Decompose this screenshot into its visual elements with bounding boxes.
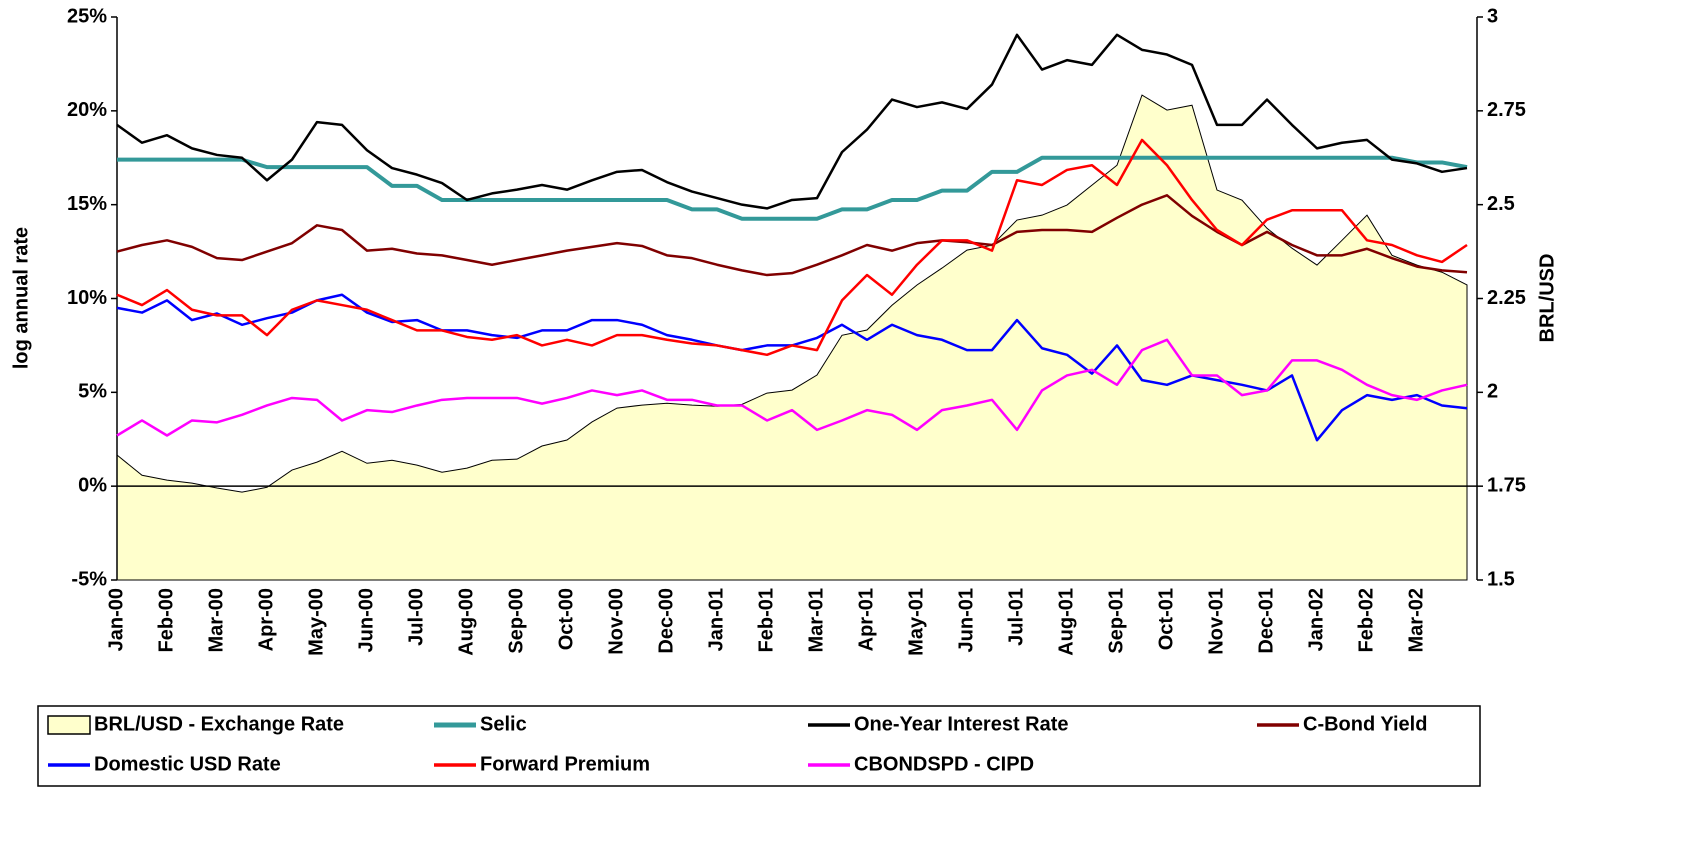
x-tick-label: Feb-01 — [755, 588, 777, 652]
line — [116, 338, 1468, 437]
x-tick-label: Mar-00 — [205, 588, 227, 652]
y2-tick-label: 2 — [1487, 381, 1498, 403]
x-tick-label: Aug-01 — [1055, 588, 1077, 656]
x-tick-label: Feb-00 — [155, 588, 177, 652]
legend-label: BRL/USD - Exchange Rate — [94, 713, 344, 735]
line — [116, 138, 1468, 357]
x-tick-label: Apr-01 — [855, 588, 877, 651]
legend-label: Forward Premium — [480, 753, 650, 775]
x-tick-label: Sep-01 — [1105, 588, 1127, 654]
x-tick-label: Nov-00 — [605, 588, 627, 655]
y-tick-label: 5% — [78, 381, 107, 403]
y2-tick-label: 3 — [1487, 5, 1498, 27]
y-tick-label: 0% — [78, 474, 107, 496]
legend-box — [37, 705, 1481, 787]
y-tick-label: 25% — [67, 5, 107, 27]
line — [117, 155, 1468, 221]
y-tick-label: 10% — [67, 287, 107, 309]
x-tick-label: Aug-00 — [455, 588, 477, 656]
line — [116, 33, 1468, 210]
y2-tick-label: 1.5 — [1487, 568, 1515, 590]
y2-tick-label: 2.5 — [1487, 193, 1515, 215]
x-tick-label: May-00 — [305, 588, 327, 656]
y-tick-label: 20% — [67, 99, 107, 121]
legend-label: Domestic USD Rate — [94, 753, 281, 775]
x-tick-label: Jan-01 — [705, 588, 727, 651]
y2-tick-label: 2.25 — [1487, 287, 1526, 309]
legend-label: CBONDSPD - CIPD — [854, 753, 1034, 775]
x-tick-label: Dec-01 — [1255, 588, 1277, 654]
y2-tick-label: 1.75 — [1487, 474, 1526, 496]
x-tick-label: Apr-00 — [255, 588, 277, 651]
x-tick-label: Oct-00 — [555, 588, 577, 650]
x-tick-label: Mar-01 — [805, 588, 827, 652]
y2-tick-label: 2.75 — [1487, 99, 1526, 121]
legend-label: One-Year Interest Rate — [854, 713, 1069, 735]
x-tick-label: Jun-00 — [355, 588, 377, 652]
x-tick-label: Jul-01 — [1005, 588, 1027, 646]
x-tick-label: Jan-02 — [1305, 588, 1327, 651]
x-tick-label: Jun-01 — [955, 588, 977, 652]
y-tick-label: 15% — [67, 193, 107, 215]
y2-axis-title: BRL/USD — [1536, 254, 1558, 343]
x-tick-label: Jul-00 — [405, 588, 427, 646]
x-tick-label: Feb-02 — [1355, 588, 1377, 652]
legend-label: Selic — [480, 713, 527, 735]
y-tick-label: -5% — [71, 568, 107, 590]
x-tick-label: Oct-01 — [1155, 588, 1177, 650]
x-tick-label: May-01 — [905, 588, 927, 656]
legend-swatch — [47, 715, 91, 735]
x-tick-label: Jan-00 — [105, 588, 127, 651]
x-tick-label: Mar-02 — [1405, 588, 1427, 652]
x-tick-label: Nov-01 — [1205, 588, 1227, 655]
legend-label: C-Bond Yield — [1303, 713, 1427, 735]
x-tick-label: Sep-00 — [505, 588, 527, 654]
y-axis-title: log annual rate — [10, 227, 32, 369]
x-tick-label: Dec-00 — [655, 588, 677, 654]
